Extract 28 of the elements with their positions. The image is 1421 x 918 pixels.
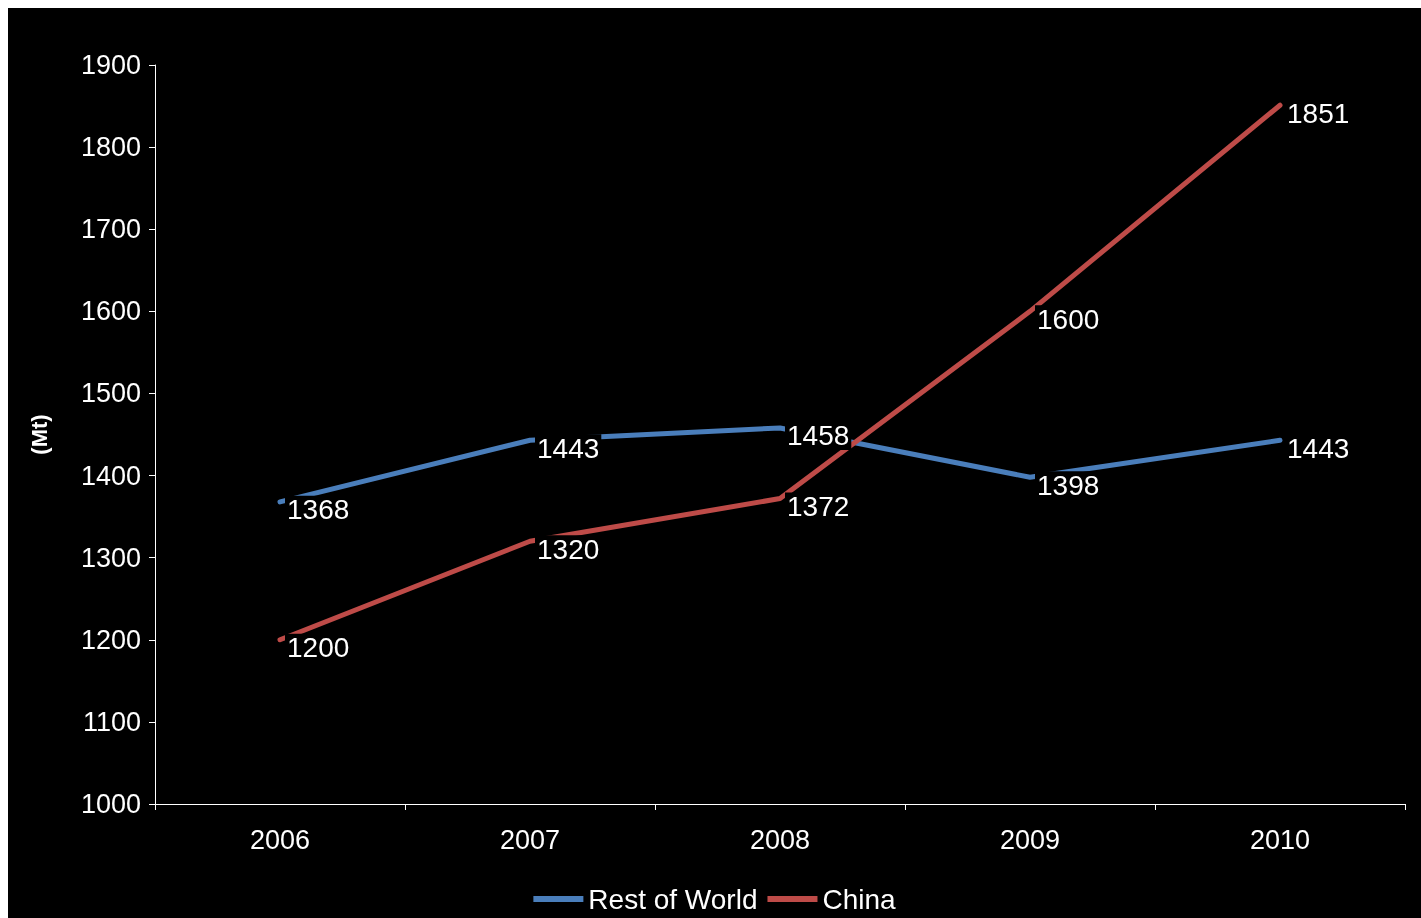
y-tick-label: 1400 xyxy=(80,460,141,491)
data-label: 1398 xyxy=(1037,469,1100,501)
data-label: 1372 xyxy=(787,491,850,523)
data-label: 1320 xyxy=(537,533,600,565)
y-tick-label: 1500 xyxy=(80,378,141,409)
y-tick-label: 1100 xyxy=(82,706,141,737)
data-label: 1458 xyxy=(787,420,850,452)
y-tick-label: 1600 xyxy=(80,296,141,327)
data-label: 1200 xyxy=(287,632,350,664)
y-tick-label: 1900 xyxy=(80,50,141,80)
y-tick-label: 1300 xyxy=(80,542,141,573)
x-tick-label: 2006 xyxy=(249,824,311,855)
data-label: 1443 xyxy=(1287,432,1350,464)
y-tick-label: 1700 xyxy=(80,214,141,245)
y-tick-label: 1800 xyxy=(80,132,141,163)
data-label: 1600 xyxy=(1037,303,1100,335)
y-tick-label: 1000 xyxy=(80,789,141,819)
legend-label: Rest of World xyxy=(588,883,758,915)
legend-label: China xyxy=(822,883,897,915)
y-axis-title: (Mt) xyxy=(26,414,52,455)
x-tick-label: 2007 xyxy=(499,824,561,855)
data-label: 1368 xyxy=(287,494,350,526)
x-tick-label: 2009 xyxy=(999,824,1061,855)
x-tick-label: 2008 xyxy=(749,824,811,855)
data-label: 1851 xyxy=(1287,97,1350,129)
data-label: 1443 xyxy=(537,432,600,464)
x-tick-label: 2010 xyxy=(1249,824,1311,855)
y-tick-label: 1200 xyxy=(80,624,141,655)
